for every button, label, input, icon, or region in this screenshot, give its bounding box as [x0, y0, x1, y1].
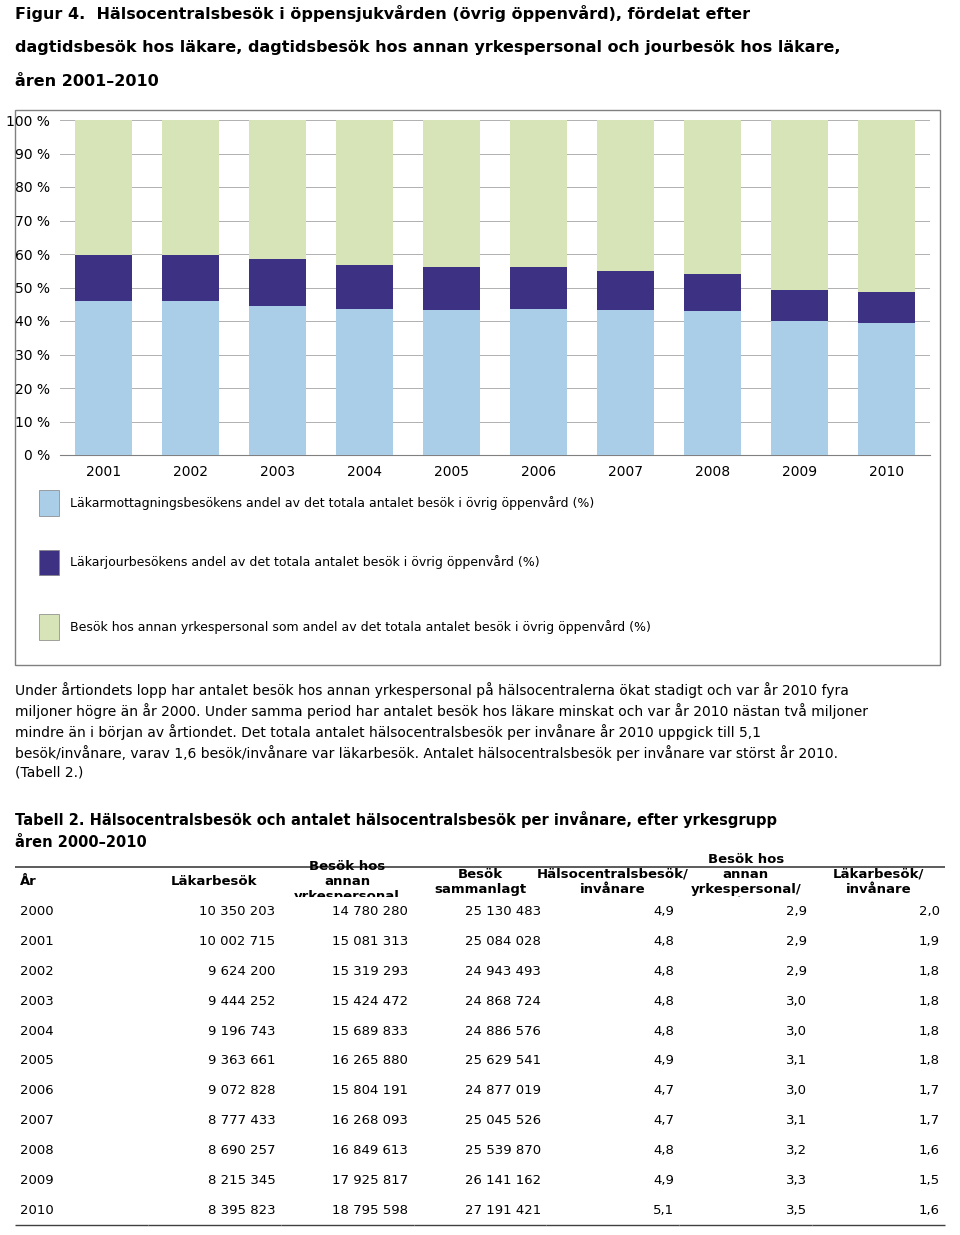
Bar — [510, 268, 566, 309]
Bar — [423, 310, 480, 454]
Text: Under årtiondets lopp har antalet besök hos annan yrkespersonal på hälsocentrale: Under årtiondets lopp har antalet besök … — [15, 682, 868, 779]
Bar — [250, 120, 306, 259]
Bar — [597, 270, 654, 310]
Bar — [336, 266, 393, 309]
Bar — [336, 309, 393, 454]
Text: åren 2000–2010: åren 2000–2010 — [15, 835, 147, 850]
Bar — [39, 550, 59, 576]
Text: Figur 4.  Hälsocentralsbesök i öppensjukvården (övrig öppenvård), fördelat efter: Figur 4. Hälsocentralsbesök i öppensjukv… — [15, 5, 750, 22]
Bar — [250, 306, 306, 454]
Text: Tabell 2. Hälsocentralsbesök och antalet hälsocentralsbesök per invånare, efter : Tabell 2. Hälsocentralsbesök och antalet… — [15, 811, 777, 829]
Bar — [771, 120, 828, 289]
Bar — [336, 120, 393, 266]
Bar — [771, 321, 828, 454]
Text: åren 2001–2010: åren 2001–2010 — [15, 74, 158, 89]
Text: dagtidsbesök hos läkare, dagtidsbesök hos annan yrkespersonal och jourbesök hos : dagtidsbesök hos läkare, dagtidsbesök ho… — [15, 40, 841, 54]
Bar — [39, 490, 59, 516]
Bar — [162, 301, 219, 454]
Bar — [858, 291, 915, 322]
Text: Läkarjourbesökens andel av det totala antalet besök i övrig öppenvård (%): Läkarjourbesökens andel av det totala an… — [70, 556, 540, 569]
Bar — [75, 254, 132, 301]
Bar — [423, 267, 480, 310]
Bar — [858, 322, 915, 454]
Bar — [510, 309, 566, 454]
Bar — [75, 301, 132, 454]
Bar — [75, 120, 132, 254]
Bar — [771, 289, 828, 321]
Bar — [250, 259, 306, 306]
Bar — [423, 120, 480, 267]
Bar — [684, 120, 741, 274]
Bar — [684, 311, 741, 454]
Bar — [858, 120, 915, 291]
Bar — [39, 614, 59, 640]
Text: Besök hos annan yrkespersonal som andel av det totala antalet besök i övrig öppe: Besök hos annan yrkespersonal som andel … — [70, 620, 652, 635]
Text: Läkarmottagningsbesökens andel av det totala antalet besök i övrig öppenvård (%): Läkarmottagningsbesökens andel av det to… — [70, 496, 595, 510]
Bar — [162, 120, 219, 256]
Bar — [684, 274, 741, 311]
Bar — [597, 120, 654, 270]
Bar — [597, 310, 654, 454]
Bar — [510, 120, 566, 268]
Bar — [162, 256, 219, 301]
